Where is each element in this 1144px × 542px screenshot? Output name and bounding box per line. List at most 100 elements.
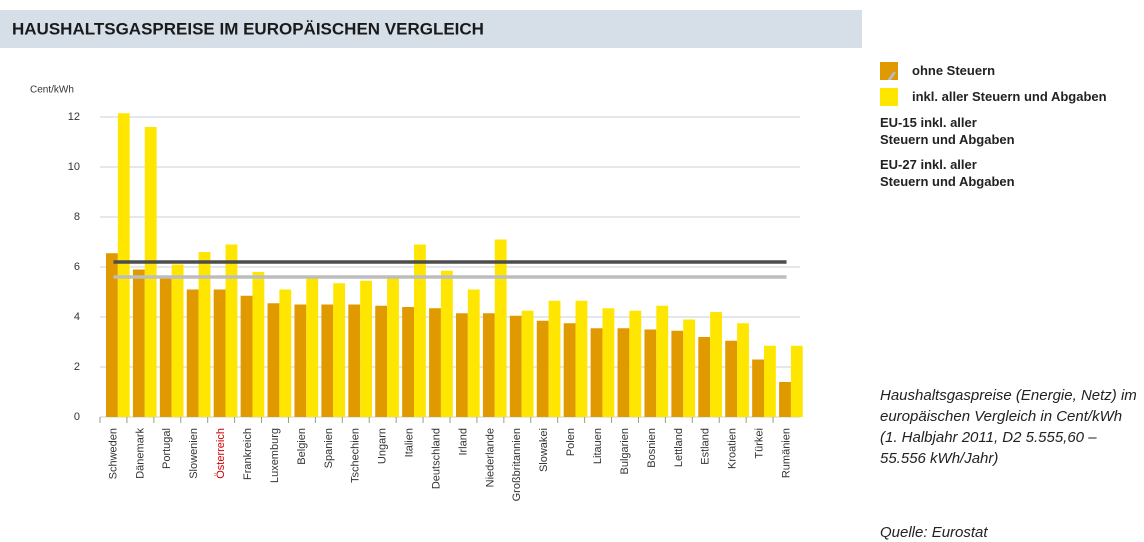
bar xyxy=(144,127,157,417)
note: Haushaltsgaspreise (Energie, Netz) im eu… xyxy=(880,387,1137,467)
bar xyxy=(710,312,722,417)
bar xyxy=(779,382,791,417)
legend-item: EU-27 inkl. aller Steuern und Abgaben xyxy=(880,71,1144,190)
bar xyxy=(306,278,319,417)
bar xyxy=(348,304,361,417)
bar xyxy=(132,269,145,417)
bar xyxy=(360,280,372,417)
bar xyxy=(402,307,414,417)
bar xyxy=(440,270,453,417)
legend-label: ohne Steuern xyxy=(912,63,996,78)
legend-label: inkl. aller Steuern und Abgaben xyxy=(912,89,1107,104)
bar xyxy=(725,340,738,417)
bar xyxy=(225,244,238,417)
legend-item: EU-15 inkl. aller Steuern und Abgaben xyxy=(880,71,1144,148)
x-tick-label: Slowakei xyxy=(538,428,550,472)
x-tick-label: Niederlande xyxy=(484,428,496,487)
bar xyxy=(267,303,280,417)
x-tick-label: Slowenien xyxy=(188,428,200,479)
bar xyxy=(563,323,576,417)
bar xyxy=(279,289,292,417)
bar xyxy=(198,252,211,417)
bar xyxy=(321,304,334,417)
x-tick-label: Bulgarien xyxy=(619,428,631,474)
bar xyxy=(387,278,399,417)
bar xyxy=(764,345,776,417)
bar xyxy=(683,319,696,417)
legend-label: EU-27 inkl. aller Steuern und Abgaben xyxy=(880,157,1015,189)
x-tick-label: Österreich xyxy=(215,428,227,479)
x-tick-label: Großbritannien xyxy=(511,428,523,501)
y-tick-label: 4 xyxy=(74,311,80,323)
legend: ohne Steuern inkl. aller Steuern und Abga… xyxy=(880,62,1144,198)
x-tick-label: Dänemark xyxy=(134,428,146,479)
legend-label: EU-15 inkl. aller Steuern und Abgaben xyxy=(880,115,1015,147)
title-band xyxy=(0,10,862,48)
bar xyxy=(240,295,253,417)
bar xyxy=(333,283,346,417)
bar xyxy=(252,272,265,417)
bar xyxy=(644,329,657,417)
x-tick-label: Polen xyxy=(565,428,577,456)
bar xyxy=(467,289,480,417)
x-tick-label: Rumänien xyxy=(780,428,792,478)
bar xyxy=(294,304,307,417)
bar xyxy=(509,315,522,417)
bar xyxy=(737,323,749,417)
bar xyxy=(186,289,199,417)
chart-title: HAUSHALTSGASPREISE IM EUROPÄISCHEN VERGL… xyxy=(12,19,484,38)
legend-line xyxy=(887,71,897,80)
x-tick-label: Ungarn xyxy=(377,428,389,464)
bar xyxy=(456,313,468,417)
bar xyxy=(590,328,603,417)
x-tick-label: Belgien xyxy=(296,428,308,465)
x-tick-label: Litauen xyxy=(592,428,604,464)
bar xyxy=(656,305,669,417)
bar xyxy=(752,359,764,417)
bar xyxy=(494,239,507,417)
source: Quelle: Eurostat xyxy=(880,524,988,541)
bar xyxy=(375,305,388,417)
y-tick-label: 8 xyxy=(74,211,80,223)
bar xyxy=(117,113,130,417)
bar xyxy=(429,308,441,417)
legend-item: inkl. aller Steuern und Abgaben xyxy=(880,88,1144,106)
x-tick-label: Italien xyxy=(404,428,416,457)
x-tick-label: Deutschland xyxy=(430,428,442,489)
x-tick-label: Portugal xyxy=(161,428,173,469)
y-tick-label: 0 xyxy=(74,411,80,423)
bar xyxy=(213,289,226,417)
bar xyxy=(617,328,630,417)
x-tick-label: Schweden xyxy=(107,428,119,479)
x-tick-label: Spanien xyxy=(323,428,335,468)
legend-swatch xyxy=(887,71,897,80)
y-axis-label: Cent/kWh xyxy=(30,85,74,96)
y-tick-label: 10 xyxy=(68,161,80,173)
bar xyxy=(575,300,588,417)
bar xyxy=(414,244,426,417)
x-tick-label: Frankreich xyxy=(242,428,254,480)
x-tick-label: Luxemburg xyxy=(269,428,281,483)
x-tick-label: Tschechien xyxy=(350,428,362,483)
x-tick-label: Lettland xyxy=(673,428,685,467)
bar xyxy=(536,320,549,417)
bar xyxy=(698,337,711,417)
bar xyxy=(548,300,561,417)
bar xyxy=(602,308,615,417)
bar xyxy=(159,278,172,417)
legend-item: ohne Steuern xyxy=(880,62,1144,80)
x-tick-label: Kroatien xyxy=(727,428,739,469)
bar xyxy=(171,264,184,417)
x-tick-label: Türkei xyxy=(754,428,766,459)
bar xyxy=(629,310,642,417)
x-tick-label: Bosnien xyxy=(646,428,658,468)
bar xyxy=(106,253,118,417)
y-tick-label: 6 xyxy=(74,261,80,273)
bar xyxy=(671,330,684,417)
legend-swatch xyxy=(880,88,898,106)
bar xyxy=(482,313,495,417)
x-tick-label: Irland xyxy=(457,428,469,456)
x-tick-label: Estland xyxy=(700,428,712,465)
